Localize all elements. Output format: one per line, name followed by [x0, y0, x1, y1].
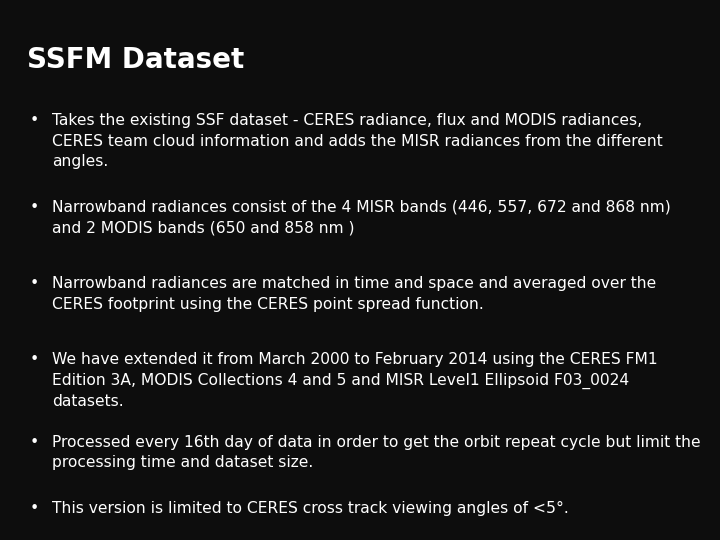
Text: Narrowband radiances are matched in time and space and averaged over the
CERES f: Narrowband radiances are matched in time… — [52, 276, 656, 312]
Text: •: • — [30, 113, 39, 129]
Text: This version is limited to CERES cross track viewing angles of <5°.: This version is limited to CERES cross t… — [52, 501, 569, 516]
Text: We have extended it from March 2000 to February 2014 using the CERES FM1
Edition: We have extended it from March 2000 to F… — [52, 352, 657, 409]
Text: •: • — [30, 352, 39, 367]
Text: Processed every 16th day of data in order to get the orbit repeat cycle but limi: Processed every 16th day of data in orde… — [52, 435, 701, 470]
Text: Takes the existing SSF dataset - CERES radiance, flux and MODIS radiances,
CERES: Takes the existing SSF dataset - CERES r… — [52, 113, 662, 169]
Text: •: • — [30, 276, 39, 292]
Text: •: • — [30, 200, 39, 215]
Text: SSFM Dataset: SSFM Dataset — [27, 46, 245, 74]
Text: •: • — [30, 435, 39, 450]
Text: •: • — [30, 501, 39, 516]
Text: Narrowband radiances consist of the 4 MISR bands (446, 557, 672 and 868 nm)
and : Narrowband radiances consist of the 4 MI… — [52, 200, 670, 235]
